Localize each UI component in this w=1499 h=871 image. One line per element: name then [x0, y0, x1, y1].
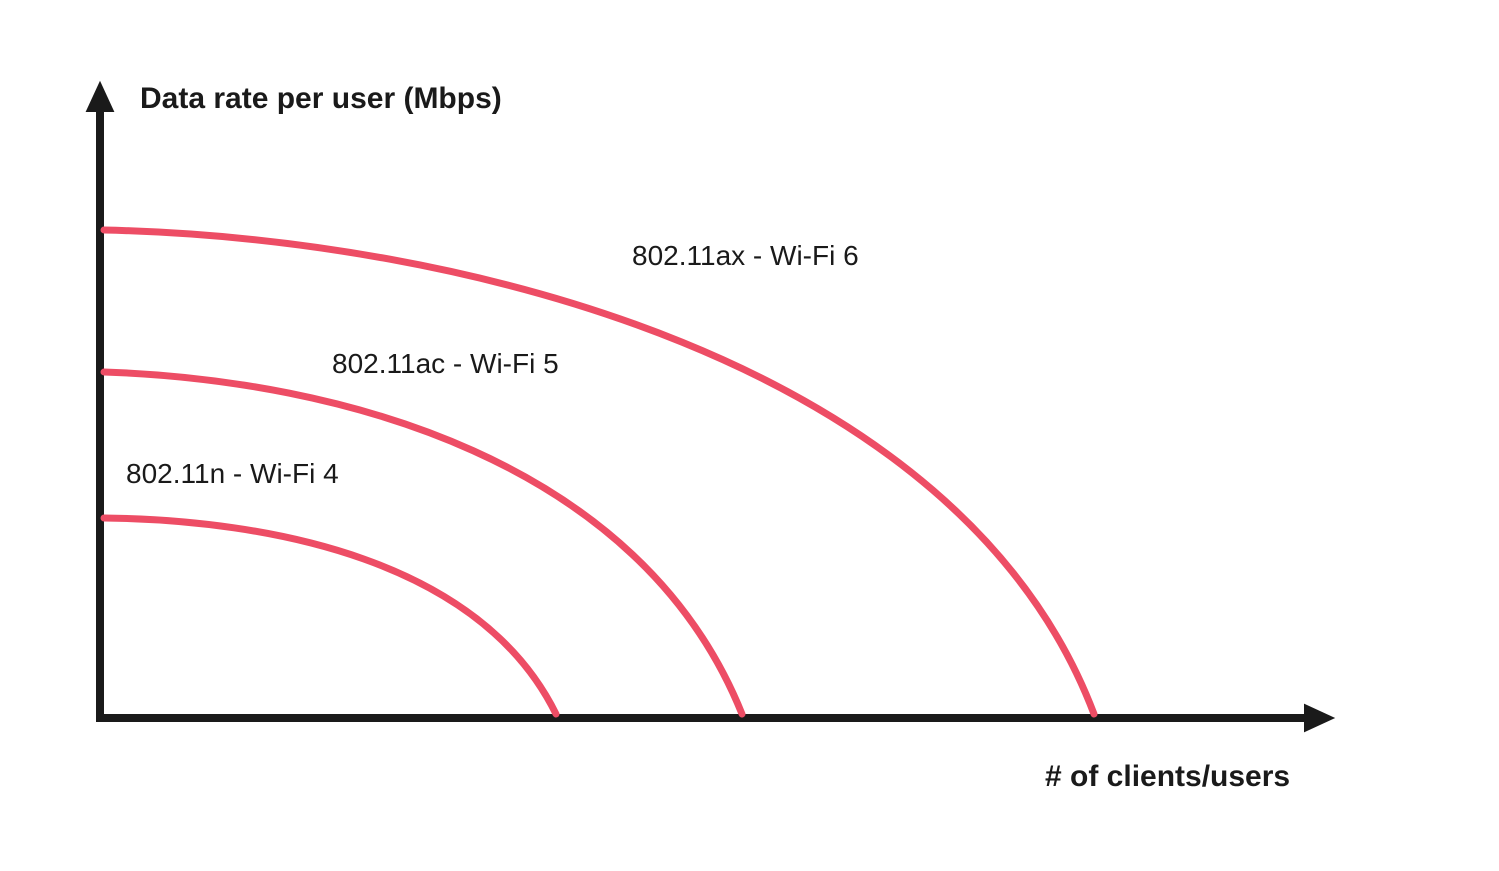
y-axis-label: Data rate per user (Mbps) [140, 82, 502, 116]
curve-label-wifi6: 802.11ax - Wi-Fi 6 [632, 240, 859, 272]
curve-label-wifi4: 802.11n - Wi-Fi 4 [126, 458, 339, 490]
curve-wifi4 [104, 518, 556, 714]
curve-label-wifi5: 802.11ac - Wi-Fi 5 [332, 348, 559, 380]
curve-wifi5 [104, 372, 742, 714]
y-axis-arrow-icon [86, 81, 115, 112]
wifi-standards-chart: Data rate per user (Mbps) # of clients/u… [0, 0, 1499, 871]
x-axis-arrow-icon [1304, 704, 1335, 733]
x-axis-label: # of clients/users [1045, 760, 1290, 794]
chart-svg [0, 0, 1499, 871]
